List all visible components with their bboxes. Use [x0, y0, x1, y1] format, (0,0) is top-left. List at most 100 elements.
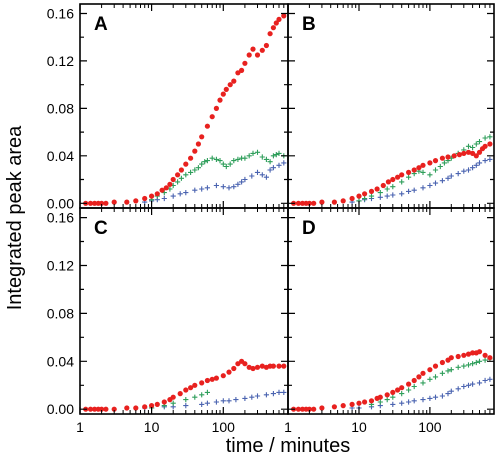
- data-point: [362, 191, 368, 197]
- data-point: [461, 168, 467, 174]
- data-point: [362, 399, 368, 405]
- x-tick-label: 100: [212, 419, 236, 435]
- data-point: [267, 167, 273, 173]
- data-point: [231, 184, 237, 190]
- data-point: [192, 187, 198, 193]
- data-point: [99, 200, 105, 206]
- data-point: [451, 153, 457, 159]
- y-ticks: [80, 217, 288, 410]
- data-point: [399, 179, 405, 185]
- data-point: [368, 398, 375, 404]
- data-point: [476, 358, 483, 364]
- data-point: [470, 381, 476, 387]
- data-point: [213, 375, 219, 381]
- series-green-panel-d: [368, 356, 493, 407]
- data-point: [470, 150, 476, 156]
- data-point: [487, 134, 493, 140]
- data-point: [482, 377, 488, 384]
- data-point: [270, 165, 276, 171]
- panels: 0.000.040.080.120.16A B0.000.040.080.120.…: [47, 3, 495, 435]
- data-point: [420, 185, 426, 191]
- data-point: [455, 386, 461, 392]
- data-point: [178, 175, 184, 181]
- data-point: [380, 182, 386, 189]
- data-point: [470, 144, 476, 151]
- data-point: [259, 172, 265, 178]
- data-point: [439, 370, 445, 376]
- data-point: [411, 383, 417, 390]
- data-point: [213, 399, 219, 405]
- data-point: [242, 155, 248, 161]
- data-point: [183, 397, 189, 403]
- data-point: [306, 406, 312, 412]
- panel-d: 1 10 100 D: [284, 207, 495, 435]
- data-point: [384, 193, 390, 199]
- data-point: [487, 355, 493, 361]
- y-tick-label: 0.12: [47, 53, 74, 69]
- data-point: [204, 389, 210, 395]
- data-point: [445, 154, 451, 160]
- y-tick-label: 0.04: [47, 353, 74, 369]
- data-point: [183, 387, 189, 393]
- data-point: [142, 404, 148, 410]
- data-point: [406, 174, 412, 180]
- data-point: [199, 134, 205, 140]
- data-point: [399, 385, 405, 391]
- panel-label: D: [302, 218, 316, 239]
- data-point: [356, 193, 362, 199]
- y-tick-label: 0.12: [47, 258, 74, 274]
- data-point: [406, 188, 412, 194]
- data-point: [455, 171, 461, 177]
- data-point: [377, 394, 383, 400]
- data-point: [170, 394, 176, 400]
- data-point: [487, 376, 493, 382]
- data-point: [445, 391, 451, 397]
- data-point: [188, 155, 194, 161]
- data-point: [420, 169, 426, 175]
- data-point: [439, 155, 445, 161]
- data-point: [362, 195, 368, 202]
- x-tick-label: 10: [351, 419, 367, 435]
- data-point: [432, 180, 439, 186]
- x-tick-label: 1: [76, 419, 84, 435]
- data-point: [149, 403, 155, 409]
- data-point: [455, 353, 461, 360]
- data-point: [406, 399, 412, 405]
- data-point: [220, 161, 226, 167]
- data-point: [204, 123, 210, 129]
- data-point: [87, 406, 94, 412]
- data-point: [209, 376, 215, 382]
- data-point: [235, 361, 241, 367]
- data-point: [161, 195, 167, 202]
- data-point: [273, 152, 279, 158]
- data-point: [199, 161, 205, 167]
- data-point: [295, 406, 301, 412]
- data-point: [427, 160, 433, 166]
- data-point: [432, 363, 439, 369]
- data-point: [195, 141, 201, 147]
- data-point: [188, 385, 194, 391]
- data-point: [270, 391, 276, 397]
- data-point: [487, 156, 493, 162]
- data-point: [259, 47, 265, 53]
- data-point: [448, 355, 454, 361]
- x-tick-label: 1: [284, 419, 292, 435]
- data-point: [175, 179, 181, 185]
- data-point: [331, 404, 337, 410]
- data-point: [273, 20, 279, 26]
- data-point: [411, 398, 417, 404]
- data-point: [368, 193, 375, 199]
- data-point: [204, 158, 210, 164]
- x-minor-ticks: [308, 4, 495, 208]
- data-point: [149, 193, 155, 199]
- panel-c: 0.00 0.04 0.08 0.12 0.16 1 10 100 C: [47, 207, 289, 435]
- data-point: [242, 395, 248, 401]
- x-tick-label: 100: [418, 419, 442, 435]
- data-point: [276, 363, 282, 369]
- data-point: [133, 198, 139, 204]
- data-point: [223, 86, 229, 92]
- y-ticks: [288, 12, 494, 204]
- panel-frame: [287, 3, 495, 209]
- data-point: [482, 158, 488, 164]
- data-point: [92, 406, 98, 412]
